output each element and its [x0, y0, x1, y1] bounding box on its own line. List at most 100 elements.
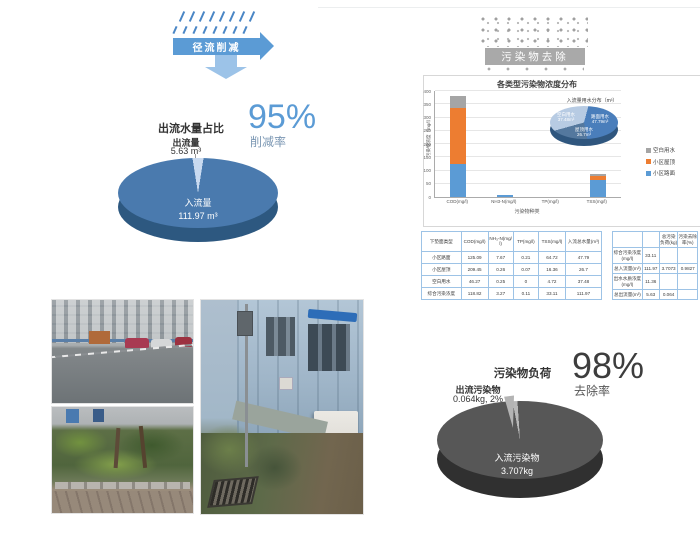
inflow-slice-name: 入流量 [184, 198, 212, 208]
bar-segment-小区路面 [450, 163, 467, 197]
table-cell [658, 247, 679, 265]
inset-pie-title: 入流量用水分布（m³） [566, 98, 618, 104]
table-cell: 5.63 [641, 289, 660, 300]
bar-x-axis: COD(mg/l) NH3-N(mg/l) TP(mg/l) TSS(mg/l) [434, 199, 620, 204]
decor [307, 323, 351, 371]
legend-swatch [646, 147, 651, 153]
table-cell: 0.064 [658, 289, 679, 300]
decor [125, 338, 150, 349]
load-inflow-name: 入流污染物 [494, 453, 540, 463]
bar-segment-小区屋顶 [589, 175, 606, 180]
table-cell: 0.26 [487, 262, 514, 276]
y-tick-label: 100 [423, 168, 431, 173]
inflow-slice-label: 入流量 111.97 m³ [148, 196, 248, 221]
bar-segment-空白用水 [450, 96, 467, 109]
table-cell: 16.36 [537, 262, 566, 276]
table-cell: 209.45 [460, 262, 489, 276]
pie-top [118, 158, 278, 228]
table-cell: 7.67 [487, 250, 514, 264]
load-pie-title: 污染物负荷 [493, 368, 552, 380]
table-cell: 出水水质浓度(mg/l) [612, 273, 643, 291]
inflow-source-pie: 空白用水 37.48m³ 路面用水 47.79m³ 屋顶用水 26.7m³ [550, 106, 618, 148]
decor [278, 377, 294, 390]
reduction-rate-label: 削减率 [250, 135, 287, 149]
bar-gridlines [435, 90, 621, 197]
y-tick-label: 250 [423, 128, 431, 134]
x-tick-label: COD(mg/l) [446, 199, 469, 204]
table-cell: 下垫面类型 [421, 231, 462, 252]
decor [92, 409, 105, 422]
y-tick-label: 400 [423, 88, 431, 94]
table-cell: 0.9827 [677, 263, 698, 275]
decor [236, 310, 253, 337]
table-cell: 0.07 [512, 262, 539, 276]
removal-rate-value: 98% [572, 345, 645, 386]
photo-rain-garden [51, 406, 194, 514]
decor [66, 409, 79, 423]
bar-segment-小区屋顶 [450, 108, 467, 164]
outflow-pie-title: 出流水量占比 [158, 123, 224, 135]
load-inflow-label: 入流污染物 3.707kg [467, 451, 567, 476]
table-cell: 0 [512, 274, 539, 288]
bar-TSS(mg/l) [589, 174, 606, 197]
table-cell: 0.21 [512, 250, 539, 264]
surface-data-table: 下垫面类型 COD(mg/l) NH₃-N(mg/l) TP(mg/l) TSS(mg/… [421, 231, 603, 301]
table-cell: 11.36 [641, 273, 660, 291]
gridline [435, 116, 621, 118]
bar-segment-小区路面 [589, 179, 606, 197]
arrow-right-icon [260, 32, 274, 60]
slice-name: 路面用水 [591, 114, 609, 119]
bar-legend: 空白用水 小区屋顶 小区路面 [646, 146, 675, 181]
table-cell: 总污染负荷(kg) [658, 230, 679, 249]
x-tick-label: TP(mg/l) [541, 199, 559, 204]
table-cell: 125.09 [460, 250, 489, 264]
legend-label: 小区路面 [653, 171, 676, 177]
inflow-source-pie-block: 入流量用水分布（m³） 空白用水 37.48m³ 路面用水 47.79m³ 屋顶… [542, 97, 642, 146]
decor [88, 330, 110, 345]
table-cell: 47.79 [564, 250, 603, 264]
y-tick-label: 300 [423, 115, 431, 120]
panel-edge-line [318, 7, 700, 8]
bar-slot [528, 91, 575, 197]
slice-label-roof: 屋顶用水 26.7m³ [566, 127, 602, 138]
table-cell [677, 273, 698, 291]
inflow-slice-value: 111.97 m³ [178, 211, 218, 221]
table-cell: 118.82 [460, 286, 489, 301]
gridline [435, 143, 621, 144]
table-cell [658, 273, 679, 291]
load-inflow-value: 3.707kg [500, 466, 534, 476]
table-cell: 4.72 [537, 274, 566, 288]
bar-plot-area [434, 90, 621, 198]
dots-texture [487, 67, 584, 76]
table-cell [612, 230, 643, 249]
slice-name: 屋顶用水 [575, 127, 593, 132]
table-cell: 小区屋顶 [421, 262, 462, 276]
table-cell: 0.25 [487, 274, 514, 288]
decor [174, 337, 192, 348]
table-cell: 3.7073 [658, 263, 679, 275]
bar-chart-panel: 各类型污染物浓度分布 污染物浓度（mg/l） 0 50 100 150 200 250 30… [423, 75, 700, 227]
y-tick-label: 50 [425, 181, 431, 187]
table-cell: 综合污染浓度 [421, 286, 462, 301]
load-outflow-name: 出流污染物 [455, 385, 501, 395]
photo-monitoring-station [200, 299, 364, 515]
slice-label-road: 路面用水 47.79m³ [584, 114, 616, 125]
decor [54, 482, 191, 489]
gridline [435, 182, 621, 184]
table-cell: 64.72 [537, 250, 566, 264]
legend-item: 小区屋顶 [646, 158, 675, 166]
table-cell: 37.48 [564, 274, 603, 288]
reduction-rate-value: 95% [248, 98, 317, 136]
outflow-slice-value: 5.63 m³ [170, 146, 202, 156]
rain-icon [178, 11, 256, 22]
table-cell [677, 247, 698, 265]
x-tick-label: NH3-N(mg/l) [491, 199, 517, 204]
bar-segment-空白用水 [589, 174, 606, 176]
decor [56, 426, 189, 482]
outflow-slice-name: 出流量 [172, 138, 200, 148]
decor [52, 300, 193, 344]
bar-NH3-N(mg/l) [496, 194, 513, 197]
gridline [435, 169, 621, 171]
table-cell: 综合污染浓度(mg/l) [612, 247, 643, 265]
